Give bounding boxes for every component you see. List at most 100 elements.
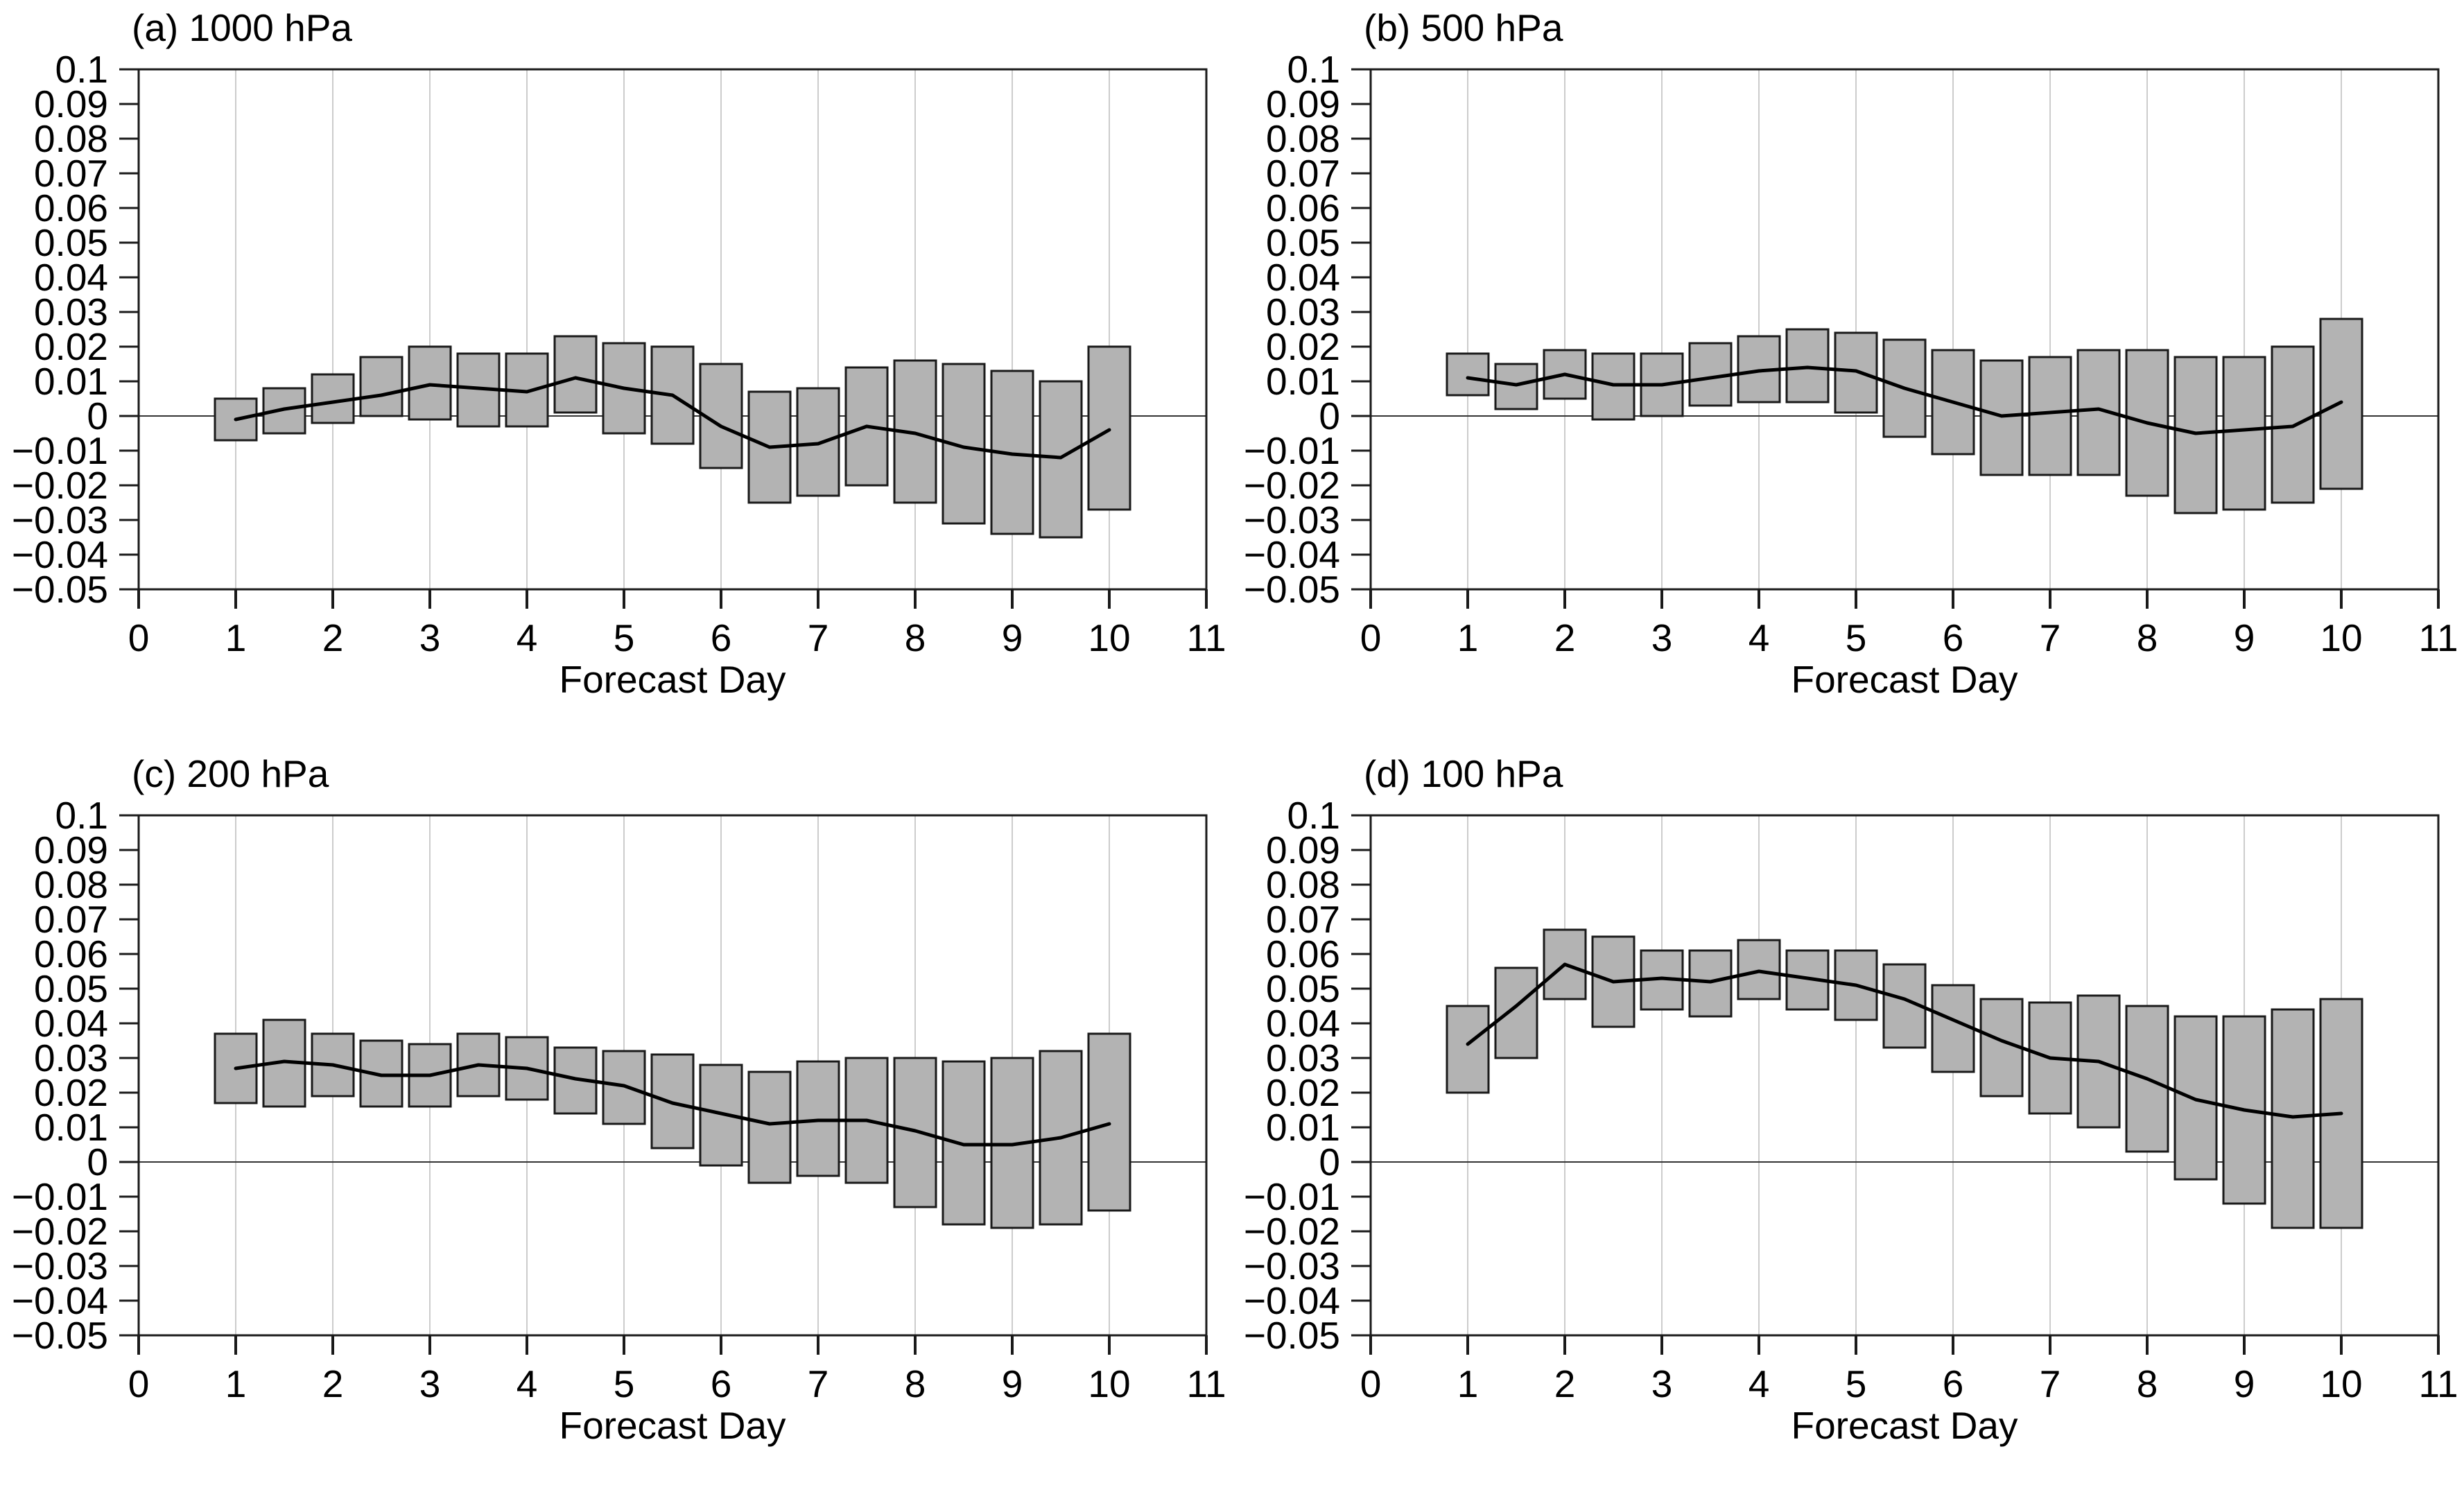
svg-text:3: 3 xyxy=(419,616,441,659)
svg-text:2: 2 xyxy=(322,1362,344,1405)
svg-text:1: 1 xyxy=(225,616,247,659)
svg-text:0.04: 0.04 xyxy=(1266,1002,1340,1045)
svg-text:0.01: 0.01 xyxy=(34,1106,108,1149)
svg-text:0.02: 0.02 xyxy=(34,1071,108,1114)
svg-text:0: 0 xyxy=(1360,616,1382,659)
svg-text:0.06: 0.06 xyxy=(34,186,108,229)
svg-text:7: 7 xyxy=(808,1362,829,1405)
svg-text:−0.03: −0.03 xyxy=(12,498,108,541)
svg-text:−0.02: −0.02 xyxy=(12,464,108,507)
panel-d-chart: 0.10.090.080.070.060.050.040.030.020.010… xyxy=(1244,794,2458,1405)
svg-text:−0.03: −0.03 xyxy=(1244,498,1340,541)
svg-text:8: 8 xyxy=(905,616,926,659)
svg-text:−0.02: −0.02 xyxy=(1244,1210,1340,1253)
panel-b: (b) 500 hPa 0.1 0.09 0.08 0.07 0.06 0.05 0.04 0… xyxy=(1232,0,2464,746)
svg-text:11: 11 xyxy=(2418,1362,2458,1405)
svg-text:4: 4 xyxy=(1749,616,1770,659)
panel-d-xaxis-label: Forecast Day xyxy=(1791,1404,2018,1447)
svg-text:1: 1 xyxy=(1457,616,1479,659)
svg-text:0.05: 0.05 xyxy=(1266,221,1340,264)
svg-text:0.09: 0.09 xyxy=(1266,83,1340,125)
svg-text:0.07: 0.07 xyxy=(34,898,108,941)
svg-text:3: 3 xyxy=(419,1362,441,1405)
svg-text:−0.05: −0.05 xyxy=(12,568,108,611)
svg-text:−0.04: −0.04 xyxy=(12,1279,108,1322)
panel-c: (c) 200 hPa 0.1 0.09 0.08 0.07 0.06 0.05 0.04 0… xyxy=(0,746,1232,1492)
svg-text:0.09: 0.09 xyxy=(1266,829,1340,871)
svg-text:8: 8 xyxy=(905,1362,926,1405)
svg-text:0.1: 0.1 xyxy=(55,48,108,91)
svg-text:8: 8 xyxy=(2137,616,2158,659)
svg-text:0.06: 0.06 xyxy=(34,932,108,975)
svg-text:0.07: 0.07 xyxy=(1266,152,1340,195)
svg-text:3: 3 xyxy=(1651,1362,1673,1405)
svg-text:−0.04: −0.04 xyxy=(1244,1279,1340,1322)
svg-text:−0.05: −0.05 xyxy=(12,1314,108,1357)
svg-text:0.01: 0.01 xyxy=(34,360,108,403)
svg-text:4: 4 xyxy=(1749,1362,1770,1405)
svg-text:−0.01: −0.01 xyxy=(1244,1175,1340,1218)
svg-text:−0.04: −0.04 xyxy=(1244,533,1340,576)
svg-text:0.01: 0.01 xyxy=(1266,360,1340,403)
svg-text:−0.03: −0.03 xyxy=(1244,1244,1340,1287)
svg-text:6: 6 xyxy=(711,616,732,659)
svg-text:0.05: 0.05 xyxy=(34,967,108,1010)
panel-b-title: (b) 500 hPa xyxy=(1364,6,1563,49)
svg-text:0.1: 0.1 xyxy=(1287,48,1340,91)
svg-text:−0.04: −0.04 xyxy=(12,533,108,576)
svg-text:−0.02: −0.02 xyxy=(1244,464,1340,507)
svg-text:5: 5 xyxy=(614,616,635,659)
svg-text:11: 11 xyxy=(2418,616,2458,659)
svg-text:7: 7 xyxy=(808,616,829,659)
svg-text:0: 0 xyxy=(87,394,108,437)
svg-text:0.08: 0.08 xyxy=(1266,117,1340,160)
svg-text:0.09: 0.09 xyxy=(34,829,108,871)
panel-c-title: (c) 200 hPa xyxy=(132,752,329,795)
svg-text:5: 5 xyxy=(1846,616,1867,659)
svg-text:−0.05: −0.05 xyxy=(1244,1314,1340,1357)
svg-text:0.03: 0.03 xyxy=(1266,1036,1340,1079)
svg-text:10: 10 xyxy=(2320,1362,2362,1405)
svg-text:0.04: 0.04 xyxy=(34,256,108,299)
svg-text:0: 0 xyxy=(128,616,150,659)
svg-text:0.08: 0.08 xyxy=(34,117,108,160)
svg-text:0: 0 xyxy=(1360,1362,1382,1405)
svg-text:−0.05: −0.05 xyxy=(1244,568,1340,611)
svg-text:0.02: 0.02 xyxy=(1266,325,1340,368)
svg-text:0: 0 xyxy=(87,1140,108,1183)
panel-b-xaxis-label: Forecast Day xyxy=(1791,658,2018,701)
panel-d: (d) 100 hPa 0.1 0.09 0.08 0.07 0.06 0.05 0.04 0… xyxy=(1232,746,2464,1492)
svg-text:5: 5 xyxy=(614,1362,635,1405)
svg-text:−0.01: −0.01 xyxy=(1244,429,1340,472)
svg-text:0.1: 0.1 xyxy=(1287,794,1340,837)
svg-text:9: 9 xyxy=(1002,1362,1023,1405)
svg-text:0.04: 0.04 xyxy=(34,1002,108,1045)
svg-text:4: 4 xyxy=(517,1362,538,1405)
svg-text:0: 0 xyxy=(128,1362,150,1405)
svg-text:0.06: 0.06 xyxy=(1266,932,1340,975)
svg-text:−0.03: −0.03 xyxy=(12,1244,108,1287)
svg-text:1: 1 xyxy=(1457,1362,1479,1405)
svg-text:−0.01: −0.01 xyxy=(12,1175,108,1218)
panel-a-chart: 0.10.090.080.070.060.050.040.030.020.010… xyxy=(12,48,1226,659)
svg-text:9: 9 xyxy=(2234,1362,2255,1405)
svg-text:0.05: 0.05 xyxy=(1266,967,1340,1010)
svg-text:2: 2 xyxy=(322,616,344,659)
panel-a-xaxis-label: Forecast Day xyxy=(559,658,786,701)
svg-text:0.04: 0.04 xyxy=(1266,256,1340,299)
svg-text:10: 10 xyxy=(2320,616,2362,659)
svg-text:7: 7 xyxy=(2040,616,2061,659)
svg-text:0.03: 0.03 xyxy=(34,1036,108,1079)
panel-d-title: (d) 100 hPa xyxy=(1364,752,1563,795)
svg-text:6: 6 xyxy=(711,1362,732,1405)
svg-text:0.01: 0.01 xyxy=(1266,1106,1340,1149)
svg-text:1: 1 xyxy=(225,1362,247,1405)
svg-text:11: 11 xyxy=(1186,1362,1226,1405)
svg-text:8: 8 xyxy=(2137,1362,2158,1405)
svg-text:0.05: 0.05 xyxy=(34,221,108,264)
panel-c-xaxis-label: Forecast Day xyxy=(559,1404,786,1447)
svg-text:0.07: 0.07 xyxy=(34,152,108,195)
svg-text:2: 2 xyxy=(1554,616,1576,659)
svg-text:5: 5 xyxy=(1846,1362,1867,1405)
